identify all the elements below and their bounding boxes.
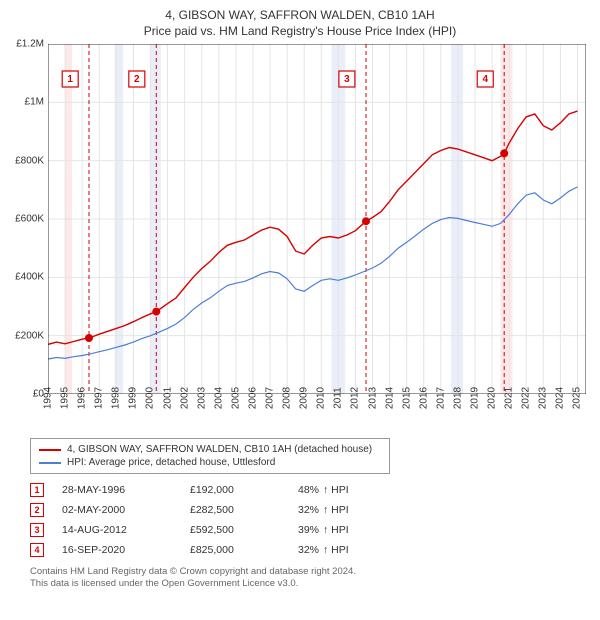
legend-label: HPI: Average price, detached house, Uttl…: [67, 457, 275, 468]
table-row: 1 28-MAY-1996 £192,000 48%↑ HPI: [30, 480, 590, 500]
x-tick-label: 2025: [572, 387, 583, 409]
legend-swatch: [39, 449, 61, 451]
x-tick-label: 2016: [418, 387, 429, 409]
x-tick-label: 2010: [316, 387, 327, 409]
legend-swatch: [39, 462, 61, 464]
x-tick-label: 2022: [521, 387, 532, 409]
x-tick-label: 2015: [401, 387, 412, 409]
x-tick-label: 2002: [179, 387, 190, 409]
x-tick-label: 2003: [196, 387, 207, 409]
legend-box: 4, GIBSON WAY, SAFFRON WALDEN, CB10 1AH …: [30, 438, 390, 474]
svg-text:1: 1: [67, 74, 73, 85]
x-tick-label: 2021: [504, 387, 515, 409]
table-row: 2 02-MAY-2000 £282,500 32%↑ HPI: [30, 500, 590, 520]
legend-item: 4, GIBSON WAY, SAFFRON WALDEN, CB10 1AH …: [39, 443, 381, 456]
x-axis-labels: 1994199519961997199819992000200120022003…: [48, 394, 586, 434]
x-tick-label: 2017: [435, 387, 446, 409]
footer-attribution: Contains HM Land Registry data © Crown c…: [30, 566, 590, 591]
x-tick-label: 2024: [555, 387, 566, 409]
svg-text:3: 3: [344, 74, 350, 85]
svg-text:4: 4: [482, 74, 488, 85]
legend-label: 4, GIBSON WAY, SAFFRON WALDEN, CB10 1AH …: [67, 444, 372, 455]
x-tick-label: 2019: [469, 387, 480, 409]
x-tick-label: 2011: [333, 387, 344, 409]
x-tick-label: 2009: [299, 387, 310, 409]
x-tick-label: 2006: [247, 387, 258, 409]
x-tick-label: 2012: [350, 387, 361, 409]
svg-text:2: 2: [134, 74, 140, 85]
transaction-pct: 32%↑ HPI: [298, 544, 388, 556]
title-address: 4, GIBSON WAY, SAFFRON WALDEN, CB10 1AH: [10, 8, 590, 22]
y-tick-label: £1M: [10, 97, 44, 108]
titles: 4, GIBSON WAY, SAFFRON WALDEN, CB10 1AH …: [10, 8, 590, 38]
transaction-price: £592,500: [190, 524, 280, 536]
y-tick-label: £200K: [10, 330, 44, 341]
x-tick-label: 2007: [265, 387, 276, 409]
y-tick-label: £800K: [10, 155, 44, 166]
chart-container: 4, GIBSON WAY, SAFFRON WALDEN, CB10 1AH …: [0, 0, 600, 620]
table-row: 3 14-AUG-2012 £592,500 39%↑ HPI: [30, 520, 590, 540]
transaction-price: £282,500: [190, 504, 280, 516]
y-tick-label: £600K: [10, 214, 44, 225]
chart-area: 1234 £0£200K£400K£600K£800K£1M£1.2M: [48, 44, 586, 394]
transaction-pct: 39%↑ HPI: [298, 524, 388, 536]
x-tick-label: 1994: [43, 387, 54, 409]
x-tick-label: 2014: [384, 387, 395, 409]
y-tick-label: £1.2M: [10, 39, 44, 50]
transaction-marker: 1: [30, 483, 44, 497]
x-tick-label: 2013: [367, 387, 378, 409]
transaction-date: 14-AUG-2012: [62, 524, 172, 536]
transaction-date: 02-MAY-2000: [62, 504, 172, 516]
x-tick-label: 2023: [538, 387, 549, 409]
transaction-date: 16-SEP-2020: [62, 544, 172, 556]
footer-line: This data is licensed under the Open Gov…: [30, 578, 590, 590]
chart-svg: 1 2 3 4: [48, 44, 586, 394]
x-tick-label: 2005: [230, 387, 241, 409]
title-subtitle: Price paid vs. HM Land Registry's House …: [10, 24, 590, 38]
table-row: 4 16-SEP-2020 £825,000 32%↑ HPI: [30, 540, 590, 560]
transaction-marker: 2: [30, 503, 44, 517]
x-tick-label: 2004: [213, 387, 224, 409]
y-tick-label: £400K: [10, 272, 44, 283]
x-tick-label: 2018: [452, 387, 463, 409]
transactions-table: 1 28-MAY-1996 £192,000 48%↑ HPI 2 02-MAY…: [30, 480, 590, 560]
x-tick-label: 1996: [77, 387, 88, 409]
x-tick-label: 1997: [94, 387, 105, 409]
transaction-pct: 32%↑ HPI: [298, 504, 388, 516]
x-tick-label: 1998: [111, 387, 122, 409]
x-tick-label: 2008: [282, 387, 293, 409]
legend-item: HPI: Average price, detached house, Uttl…: [39, 456, 381, 469]
transaction-marker: 3: [30, 523, 44, 537]
x-tick-label: 2000: [145, 387, 156, 409]
transaction-pct: 48%↑ HPI: [298, 484, 388, 496]
x-tick-label: 2001: [162, 387, 173, 409]
transaction-marker: 4: [30, 543, 44, 557]
transaction-price: £825,000: [190, 544, 280, 556]
x-tick-label: 1995: [60, 387, 71, 409]
y-tick-label: £0: [10, 389, 44, 400]
transaction-price: £192,000: [190, 484, 280, 496]
footer-line: Contains HM Land Registry data © Crown c…: [30, 566, 590, 578]
transaction-date: 28-MAY-1996: [62, 484, 172, 496]
x-tick-label: 1999: [128, 387, 139, 409]
x-tick-label: 2020: [487, 387, 498, 409]
